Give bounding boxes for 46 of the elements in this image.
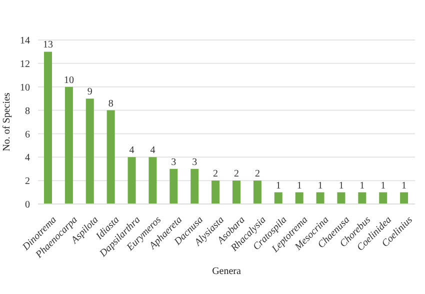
data-label: 2 <box>254 168 260 180</box>
bar <box>190 168 199 204</box>
data-label: 1 <box>402 180 407 192</box>
data-label: 1 <box>276 180 281 192</box>
bar <box>232 180 240 204</box>
y-tick-label: 0 <box>25 200 30 211</box>
data-label: 1 <box>296 180 302 192</box>
y-tick-label: 2 <box>25 176 30 188</box>
bar <box>128 157 136 204</box>
bar <box>295 192 304 204</box>
data-label: 10 <box>64 74 74 86</box>
y-axis-title: No. of Species <box>2 92 13 152</box>
bar <box>358 192 366 204</box>
data-label: 13 <box>43 40 53 51</box>
y-tick-label: 4 <box>25 152 30 164</box>
bar <box>274 192 282 204</box>
bar <box>148 157 157 204</box>
data-label: 3 <box>192 156 198 168</box>
data-label: 1 <box>380 180 386 192</box>
bar <box>400 192 408 204</box>
bar <box>44 52 52 204</box>
y-tick-label: 8 <box>25 106 30 117</box>
data-label: 1 <box>360 180 365 192</box>
y-tick-label: 6 <box>25 129 30 140</box>
y-tick-label: 12 <box>20 58 30 70</box>
bar <box>379 192 388 204</box>
bar <box>106 110 115 204</box>
data-label: 1 <box>318 180 323 192</box>
bar <box>337 192 346 204</box>
data-label: 2 <box>213 168 218 180</box>
data-label: 2 <box>234 168 239 180</box>
data-label: 9 <box>87 86 92 98</box>
y-tick-label: 10 <box>20 82 30 94</box>
bar <box>316 192 324 204</box>
bar <box>253 180 262 204</box>
x-axis-title: Genera <box>212 266 242 277</box>
bar <box>170 168 178 204</box>
bar <box>86 98 94 204</box>
data-label: 3 <box>171 156 176 168</box>
y-tick-label: 14 <box>20 36 30 47</box>
data-label: 1 <box>338 180 344 192</box>
data-label: 4 <box>129 145 134 156</box>
bar <box>64 86 73 204</box>
data-label: 4 <box>150 145 156 156</box>
bar <box>212 180 220 204</box>
data-label: 8 <box>108 98 114 110</box>
